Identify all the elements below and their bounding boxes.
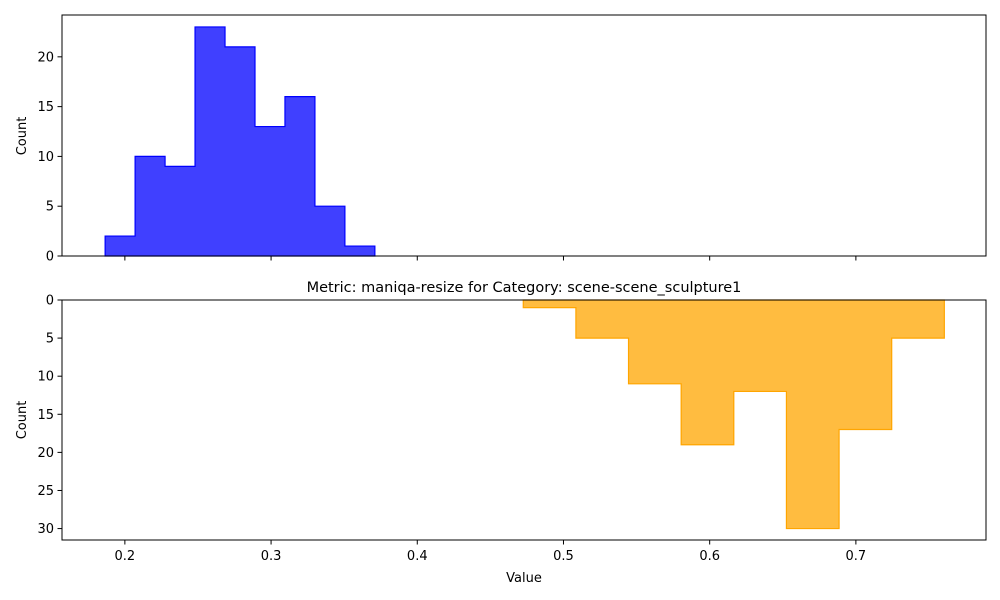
top-y-axis-label: Count (15, 117, 30, 156)
top-panel-frame (61, 14, 987, 257)
top-histogram-bars (104, 26, 376, 257)
bottom-x-axis-ticks: 0.2 0.3 0.4 0.5 0.6 0.7 (115, 540, 867, 564)
bottom-panel-frame (61, 299, 987, 541)
y-tick-label: 5 (46, 332, 54, 347)
y-tick-label: 0 (46, 250, 54, 265)
x-tick-label: 0.6 (699, 549, 720, 564)
chart-title: Metric: maniqa-resize for Category: scen… (307, 280, 742, 296)
x-tick-label: 0.7 (846, 549, 867, 564)
x-tick-label: 0.3 (261, 549, 282, 564)
y-tick-label: 30 (37, 522, 54, 537)
top-x-axis-ticks (124, 256, 857, 261)
y-tick-label: 25 (37, 484, 54, 499)
top-y-axis-ticks: 0 5 10 15 20 (37, 50, 62, 265)
y-tick-label: 5 (46, 200, 54, 215)
y-tick-label: 20 (37, 50, 54, 65)
y-tick-label: 10 (37, 150, 54, 165)
x-axis-label: Value (506, 571, 542, 586)
x-tick-label: 0.4 (407, 549, 428, 564)
bottom-histogram-bars (522, 299, 945, 530)
bottom-y-axis-ticks: 0 5 10 15 20 25 30 (37, 294, 62, 537)
x-tick-label: 0.5 (553, 549, 574, 564)
top-histogram-panel: 0 5 10 15 20 Count (15, 14, 987, 265)
y-tick-label: 0 (46, 294, 54, 309)
x-tick-label: 0.2 (115, 549, 136, 564)
y-tick-label: 15 (37, 100, 54, 115)
y-tick-label: 15 (37, 408, 54, 423)
bottom-histogram-panel: Metric: maniqa-resize for Category: scen… (15, 280, 987, 586)
y-tick-label: 10 (37, 370, 54, 385)
bottom-y-axis-label: Count (15, 401, 30, 440)
y-tick-label: 20 (37, 446, 54, 461)
